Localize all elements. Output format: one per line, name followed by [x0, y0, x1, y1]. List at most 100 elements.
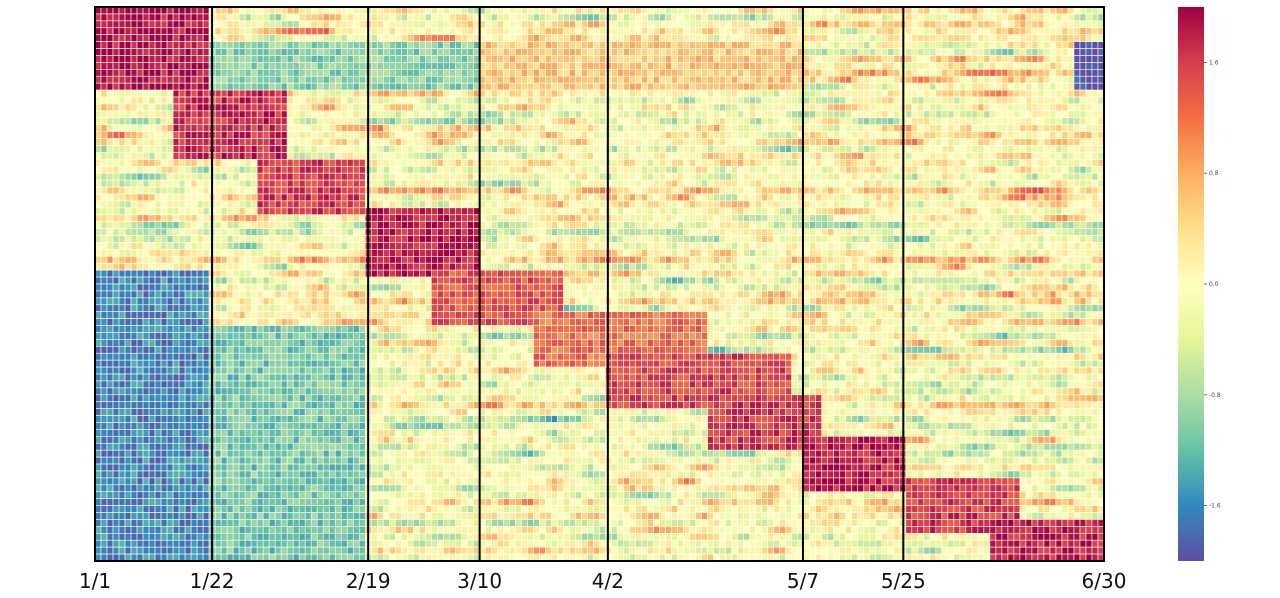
heatmap-cell	[785, 55, 792, 63]
heatmap-cell	[226, 27, 234, 35]
heatmap-cell	[328, 62, 336, 70]
heatmap-cell	[268, 117, 276, 126]
heatmap-cell	[154, 48, 162, 56]
heatmap-cell	[545, 13, 552, 22]
heatmap-cell	[809, 110, 817, 119]
heatmap-cell	[214, 186, 222, 195]
heatmap-cell	[551, 165, 558, 174]
heatmap-cell	[467, 152, 474, 160]
heatmap-cell	[142, 69, 150, 77]
heatmap-cell	[731, 6, 738, 15]
heatmap-cell	[533, 34, 540, 42]
heatmap-cell	[250, 82, 258, 91]
heatmap-cell	[581, 179, 588, 188]
heatmap-cell	[244, 172, 252, 181]
heatmap-cell	[485, 55, 492, 63]
heatmap-cell	[298, 193, 306, 202]
heatmap-cell	[611, 89, 618, 98]
heatmap-cell	[1055, 62, 1063, 70]
heatmap-cell	[509, 27, 516, 35]
heatmap-cell	[767, 103, 774, 112]
heatmap-cell	[274, 69, 282, 77]
heatmap-cell	[292, 152, 300, 160]
heatmap-cell	[226, 20, 234, 29]
heatmap-cell	[226, 13, 234, 22]
heatmap-cell	[334, 6, 342, 15]
heatmap-cell	[184, 48, 192, 56]
heatmap-cell	[971, 145, 979, 153]
heatmap-cell	[587, 41, 594, 49]
heatmap-cell	[202, 48, 210, 56]
heatmap-cell	[701, 124, 708, 132]
heatmap-cell	[370, 34, 378, 42]
heatmap-cell	[953, 117, 961, 126]
heatmap-cell	[809, 200, 817, 209]
heatmap-cell	[497, 186, 504, 195]
heatmap-cell	[202, 138, 210, 146]
heatmap-cell	[623, 172, 630, 181]
heatmap-cell	[683, 117, 690, 126]
heatmap-cell	[947, 172, 955, 181]
heatmap-cell	[172, 159, 180, 167]
heatmap-cell	[881, 34, 889, 42]
heatmap-cell	[869, 20, 877, 29]
heatmap-cell	[425, 13, 432, 22]
heatmap-cell	[274, 165, 282, 174]
heatmap-cell	[533, 48, 540, 56]
heatmap-cell	[527, 159, 534, 167]
heatmap-cell	[232, 20, 240, 29]
heatmap-cell	[731, 110, 738, 119]
heatmap-cell	[923, 69, 931, 77]
heatmap-cell	[755, 75, 762, 84]
heatmap-cell	[1067, 20, 1075, 29]
heatmap-cell	[1019, 186, 1027, 195]
heatmap-cell	[551, 145, 558, 153]
heatmap-cell	[701, 117, 708, 126]
heatmap-cell	[100, 27, 108, 35]
heatmap-cell	[683, 172, 690, 181]
heatmap-cell	[316, 159, 324, 167]
heatmap-cell	[274, 145, 282, 153]
heatmap-cell	[509, 124, 516, 132]
heatmap-cell	[833, 75, 841, 84]
heatmap-cell	[1031, 186, 1039, 195]
heatmap-cell	[388, 96, 396, 105]
heatmap-cell	[827, 186, 835, 195]
heatmap-cell	[256, 48, 264, 56]
heatmap-cell	[929, 75, 937, 84]
heatmap-cell	[1013, 110, 1021, 119]
heatmap-cell	[1055, 138, 1063, 146]
heatmap-cell	[304, 179, 312, 188]
heatmap-cell	[761, 145, 768, 153]
heatmap-cell	[785, 89, 792, 98]
heatmap-cell	[334, 138, 342, 146]
heatmap-cell	[425, 48, 432, 56]
heatmap-cell	[881, 131, 889, 139]
heatmap-cell	[106, 145, 114, 153]
heatmap-cell	[256, 124, 264, 132]
heatmap-cell	[509, 55, 516, 63]
heatmap-cell	[725, 131, 732, 139]
heatmap-cell	[1067, 193, 1075, 202]
heatmap-cell	[791, 75, 799, 84]
heatmap-cell	[893, 152, 901, 160]
heatmap-cell	[214, 124, 222, 132]
heatmap-cell	[244, 152, 252, 160]
heatmap-cell	[773, 27, 780, 35]
heatmap-cell	[701, 89, 708, 98]
heatmap-cell	[521, 110, 528, 119]
heatmap-cell	[413, 152, 420, 160]
heatmap-cell	[509, 138, 516, 146]
heatmap-cell	[587, 75, 594, 84]
heatmap-cell	[106, 124, 114, 132]
heatmap-cell	[310, 96, 318, 105]
heatmap-cell	[322, 172, 330, 181]
heatmap-cell	[761, 193, 768, 202]
heatmap-cell	[731, 152, 738, 160]
heatmap-cell	[851, 20, 859, 29]
heatmap-cell	[1007, 62, 1015, 70]
heatmap-cell	[1091, 193, 1099, 202]
heatmap-cell	[226, 103, 234, 112]
heatmap-cell	[635, 207, 642, 216]
heatmap-cell	[1049, 62, 1057, 70]
